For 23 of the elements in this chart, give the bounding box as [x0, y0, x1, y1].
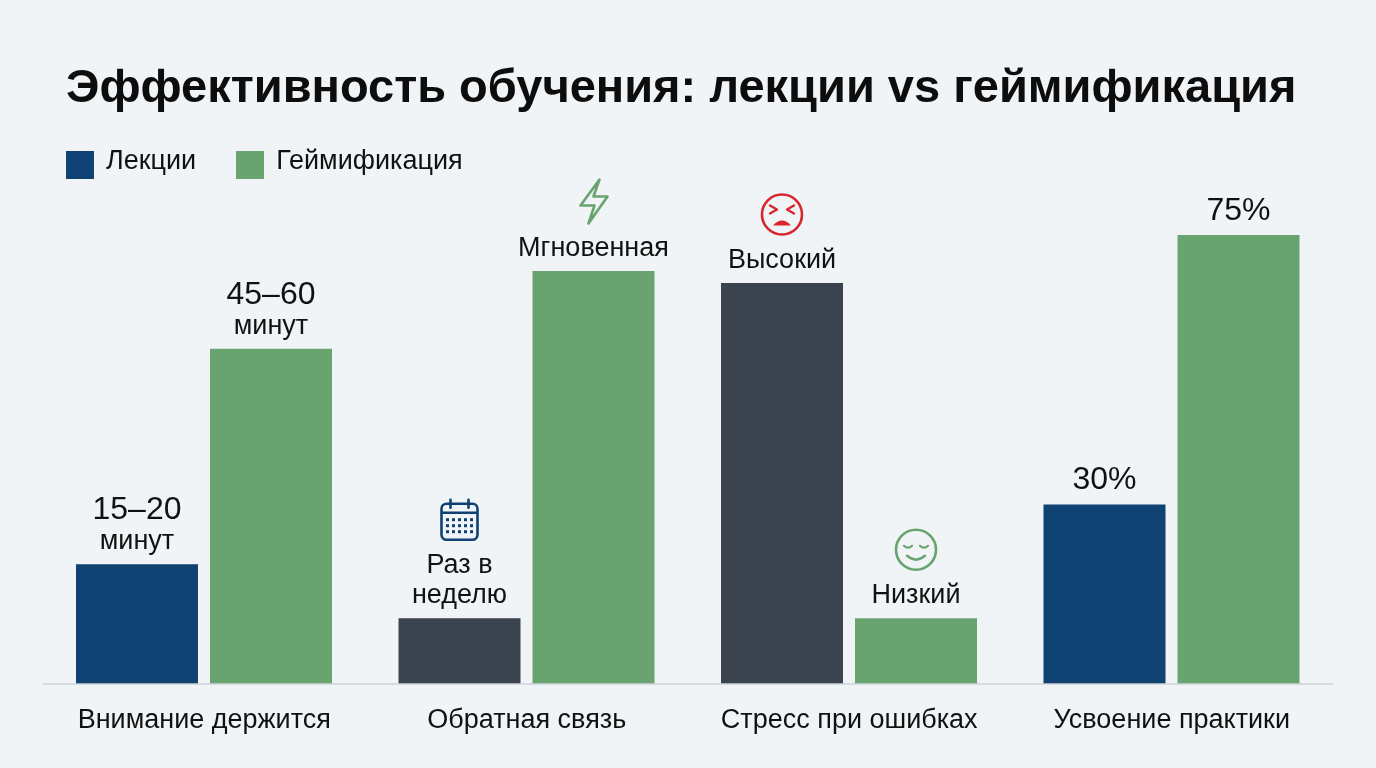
chart-title: Эффективность обучения: лекции vs геймификация	[66, 59, 1297, 112]
bar	[855, 618, 977, 684]
data-label: 75%	[1206, 191, 1271, 227]
data-label: Высокий	[727, 243, 837, 274]
legend-label: Лекции	[106, 145, 197, 175]
bar	[398, 618, 521, 684]
bar	[210, 348, 332, 684]
bar	[721, 282, 843, 684]
x-tick-label: Обратная связь	[427, 704, 627, 735]
bar	[1177, 235, 1300, 684]
x-tick-label: Внимание держится	[77, 704, 331, 735]
x-tick-label: Стресс при ошибках	[720, 704, 979, 735]
bar	[1043, 504, 1166, 684]
legend-label: Геймификация	[276, 145, 463, 175]
data-label: 30%	[1072, 460, 1137, 497]
bar	[76, 564, 198, 684]
x-tick-label: Усвоение практики	[1053, 704, 1291, 735]
data-label: Раз в неделю	[411, 549, 508, 610]
data-label: Мгновенная	[518, 231, 669, 262]
data-label: 45–60 минут	[226, 274, 316, 340]
bar	[532, 270, 655, 684]
data-label: 15–20 минут	[92, 490, 182, 556]
data-label: Низкий	[871, 579, 961, 610]
